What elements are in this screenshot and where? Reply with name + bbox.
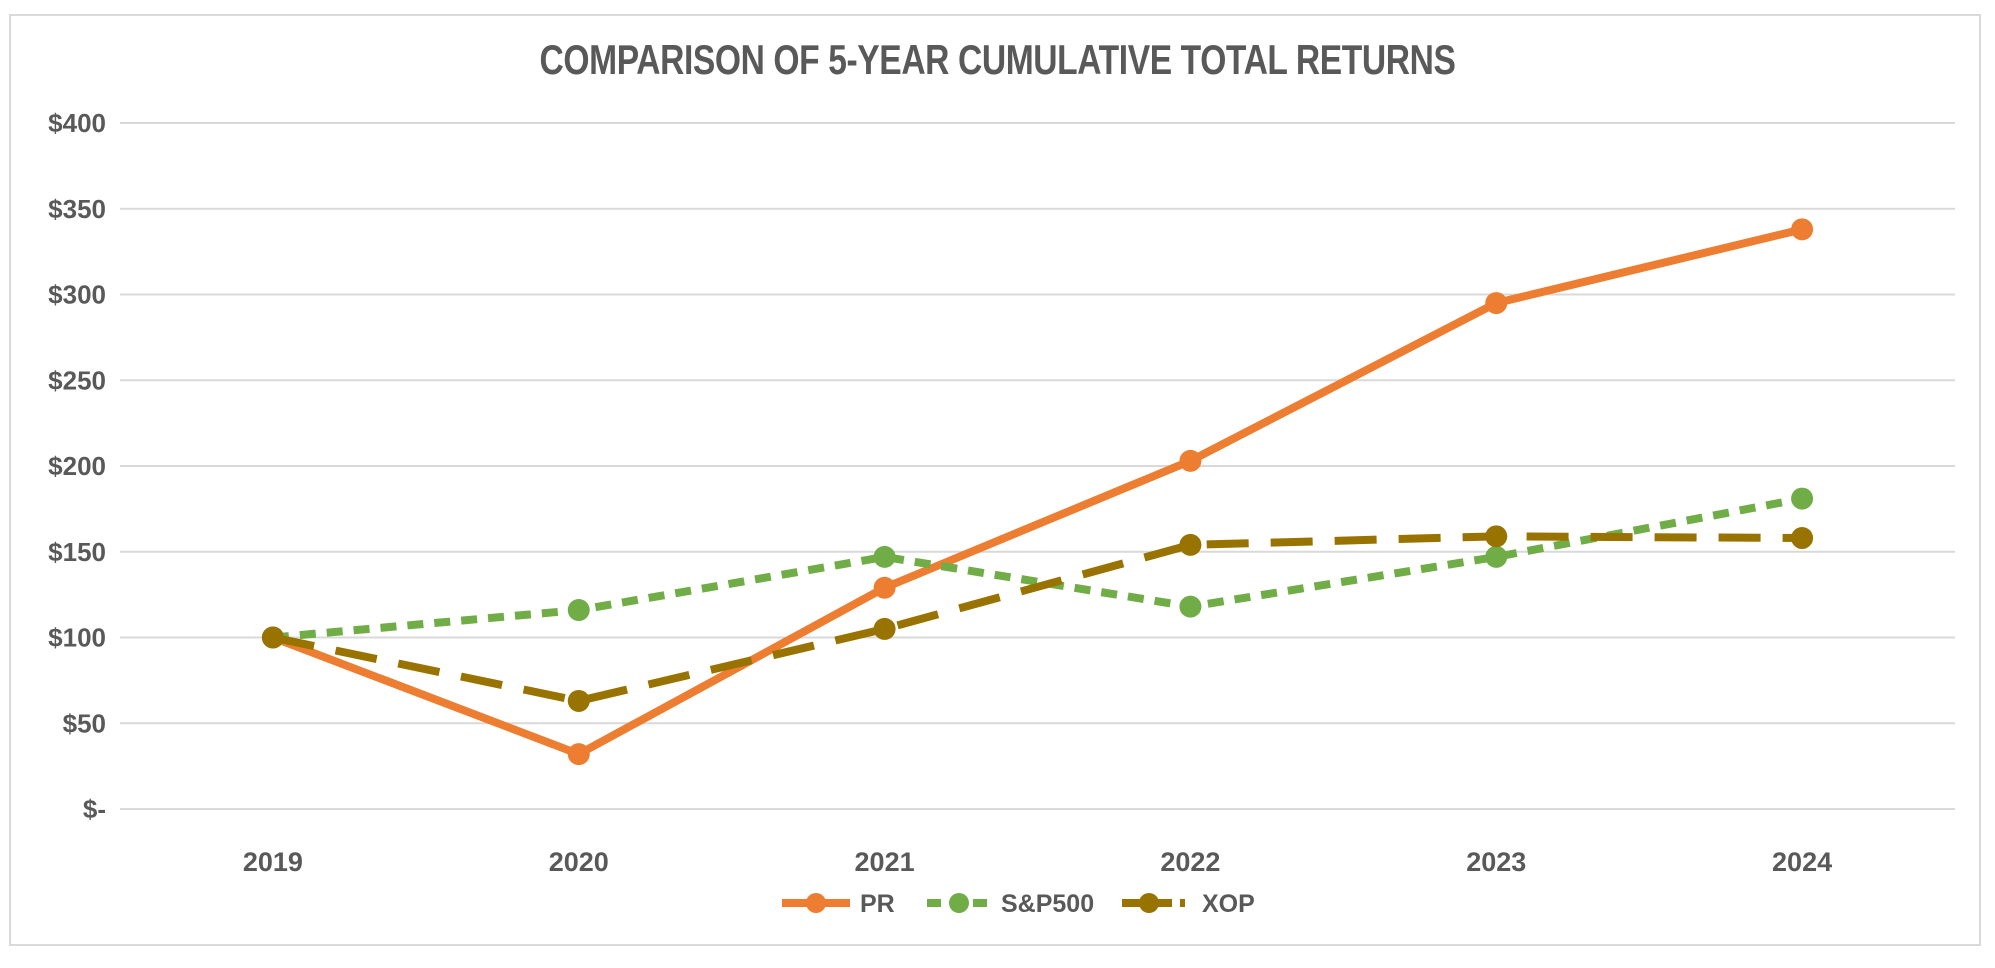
legend-item-S&P500: S&P500 (927, 890, 1094, 918)
legend-item-PR: PR (782, 890, 895, 918)
data-point-S&P500-2022 (1179, 595, 1202, 618)
chart-title: COMPARISON OF 5-YEAR CUMULATIVE TOTAL RE… (539, 36, 1456, 83)
chart-frame (9, 14, 1981, 946)
data-point-PR-2023 (1485, 292, 1508, 315)
legend-item-XOP: XOP (1122, 890, 1255, 918)
y-tick-label: $50 (63, 708, 106, 738)
data-point-S&P500-2020 (567, 599, 590, 622)
x-tick-label-2024: 2024 (1772, 847, 1832, 877)
x-tick-label-2021: 2021 (855, 847, 915, 877)
y-tick-label: $100 (48, 623, 106, 653)
y-tick-label: $400 (48, 108, 106, 138)
data-point-XOP-2023 (1485, 525, 1508, 548)
y-tick-label: $200 (48, 451, 106, 481)
legend-marker-PR (806, 893, 826, 913)
data-point-PR-2022 (1179, 449, 1202, 472)
data-point-XOP-2024 (1791, 527, 1814, 550)
data-point-PR-2020 (567, 743, 590, 766)
series-line-S&P500 (272, 494, 1803, 642)
data-point-XOP-2021 (873, 617, 896, 640)
data-point-PR-2024 (1791, 218, 1814, 241)
legend-marker-S&P500 (949, 893, 969, 913)
legend-marker-XOP (1139, 893, 1159, 913)
y-tick-label: $350 (48, 194, 106, 224)
legend-label-XOP: XOP (1202, 890, 1255, 918)
legend-label-S&P500: S&P500 (1001, 890, 1094, 918)
x-tick-label-2019: 2019 (243, 847, 303, 877)
data-point-XOP-2022 (1179, 533, 1202, 556)
data-point-XOP-2019 (261, 626, 284, 649)
x-tick-label-2020: 2020 (549, 847, 609, 877)
legend-label-PR: PR (860, 890, 895, 918)
y-tick-label: $150 (48, 537, 106, 567)
data-point-XOP-2020 (567, 689, 590, 712)
series-line-PR (271, 225, 1804, 759)
y-tick-label: $300 (48, 280, 106, 310)
data-point-S&P500-2024 (1791, 487, 1814, 510)
x-tick-label-2022: 2022 (1160, 847, 1220, 877)
y-tick-label: $- (83, 794, 106, 824)
data-point-PR-2021 (873, 576, 896, 599)
x-tick-label-2023: 2023 (1466, 847, 1526, 877)
data-point-S&P500-2023 (1485, 545, 1508, 568)
data-point-S&P500-2021 (873, 545, 896, 568)
series-line-XOP (272, 532, 1803, 706)
y-tick-label: $250 (48, 365, 106, 395)
